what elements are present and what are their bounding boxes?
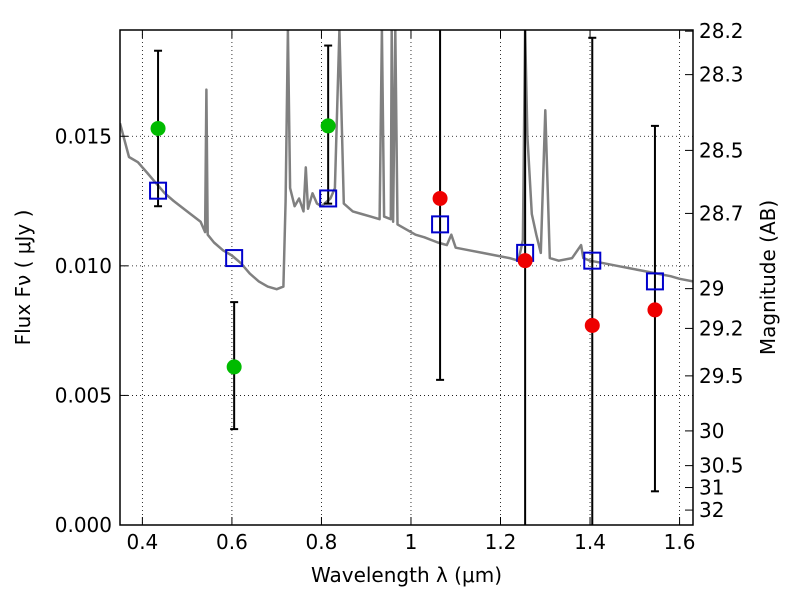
data-point-marker: [150, 120, 166, 136]
mag-tick-label: 28.7: [699, 201, 744, 225]
marker-layer: [149, 118, 664, 375]
x-tick-label: 0.4: [126, 530, 158, 554]
model-square-marker: [583, 251, 602, 270]
x-tick-label: 1.6: [664, 530, 696, 554]
y-tick-label: 0.005: [55, 383, 112, 407]
data-point-marker: [584, 317, 600, 333]
model-square-marker: [225, 249, 244, 268]
mag-tick-label: 28.5: [699, 138, 744, 162]
data-point-marker: [432, 190, 448, 206]
grid-lines: [120, 30, 693, 525]
y2-axis-title: Magnitude (AB): [756, 200, 780, 355]
mag-tick-label: 30.5: [699, 454, 744, 478]
spectrum-line: [120, 30, 693, 291]
mag-tick-label: 28.2: [699, 19, 744, 43]
y-tick-label: 0.010: [55, 254, 112, 278]
x-tick-label: 0.6: [216, 530, 248, 554]
data-point-marker: [320, 118, 336, 134]
mag-tick-label: 29.5: [699, 364, 744, 388]
mag-tick-label: 28.3: [699, 63, 744, 87]
data-point-marker: [226, 359, 242, 375]
x-tick-label: 1: [405, 530, 418, 554]
plot-frame: [119, 29, 694, 526]
mag-tick-label: 29.2: [699, 316, 744, 340]
spectrum-layer: [120, 30, 693, 291]
error-bar-layer: [154, 30, 659, 525]
tick-layer: 0.4 0.6 0.8 1 1.2 1.4 1.6 0.000 0.005 0.010 0.015 2…: [55, 19, 744, 554]
y-tick-label: 0.015: [55, 124, 112, 148]
data-point-marker: [517, 253, 533, 269]
model-square-marker: [645, 272, 664, 291]
x-axis-title: Wavelength λ (μm): [311, 563, 502, 587]
mag-tick-label: 32: [699, 498, 724, 522]
data-point-marker: [647, 302, 663, 318]
mag-tick-label: 31: [699, 476, 724, 500]
model-square-marker: [149, 181, 168, 200]
x-tick-label: 1.2: [485, 530, 517, 554]
mag-tick-label: 30: [699, 419, 724, 443]
model-square-marker: [319, 189, 338, 208]
x-tick-label: 1.4: [574, 530, 606, 554]
y-tick-label: 0.000: [55, 513, 112, 537]
y-axis-title: Flux Fν ( μJy ): [11, 210, 35, 346]
model-square-marker: [431, 215, 450, 234]
mag-tick-label: 29: [699, 277, 724, 301]
x-tick-label: 0.8: [306, 530, 338, 554]
